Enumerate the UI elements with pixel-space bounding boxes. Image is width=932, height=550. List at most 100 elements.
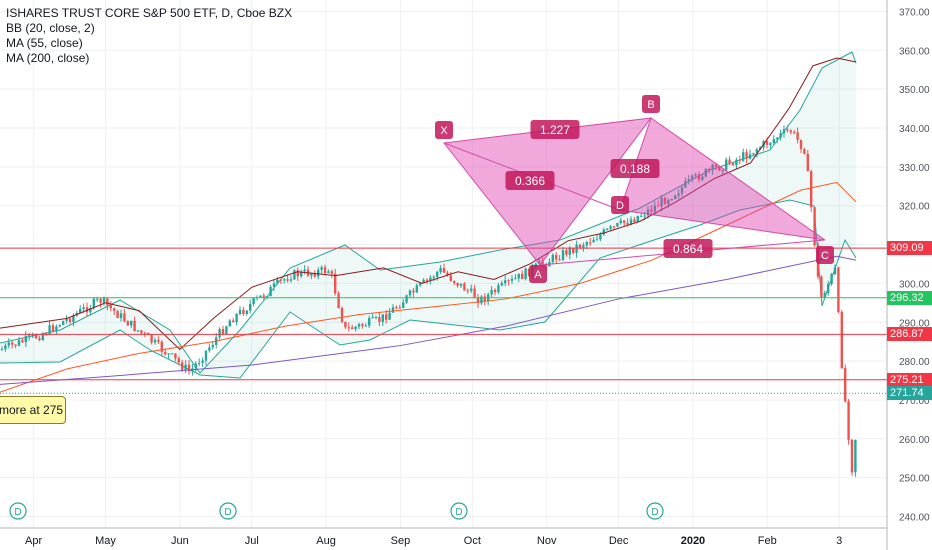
candle-body (283, 279, 286, 281)
candle-body (351, 327, 354, 330)
candle-body (218, 329, 221, 338)
candle-body (116, 311, 119, 319)
candle-body (731, 163, 735, 166)
xabcd-pattern[interactable]: X A B C D 1.227 0.366 0.188 0.864 (435, 95, 834, 283)
price-tag: 275.21 (887, 372, 932, 387)
bb-indicator-label[interactable]: BB (20, close, 2) (6, 21, 95, 35)
dividend-icon (219, 502, 237, 520)
candle-body (130, 320, 133, 326)
pattern-ratio-label: 0.864 (673, 242, 703, 256)
candle-body (708, 168, 711, 171)
candle-body (225, 326, 228, 335)
candle-body (126, 321, 129, 326)
pattern-ratio-box (530, 120, 580, 139)
candle-body (395, 307, 398, 309)
candle-body (79, 308, 82, 314)
candle-body (738, 159, 741, 161)
candle-body (300, 271, 303, 277)
candle-body (310, 273, 313, 276)
pattern-ratio-label: 0.366 (515, 174, 545, 188)
candle-body (796, 132, 799, 140)
candle-body (439, 268, 442, 272)
dividend-icon (450, 502, 468, 520)
candle-body (674, 195, 677, 199)
chart-legend: ISHARES TRUST CORE S&P 500 ETF, D, Cboe … (6, 6, 292, 66)
candle-body (483, 296, 486, 302)
candle-body (113, 308, 116, 312)
candle-body (691, 175, 694, 180)
candle-body (480, 296, 483, 304)
candle-body (4, 345, 7, 350)
candle-body (742, 152, 745, 161)
candle-body (592, 240, 595, 243)
candle-body (555, 254, 558, 260)
band-fill (0, 52, 856, 378)
candle-body (415, 285, 418, 293)
candle-body (140, 330, 143, 334)
pattern-point-label: C (821, 250, 829, 262)
candle-body (449, 275, 452, 281)
candle-body (340, 308, 344, 322)
candle-body (493, 289, 497, 293)
candle-body (833, 267, 837, 275)
candle-body (303, 269, 306, 272)
candle-body (160, 341, 163, 352)
candle-body (697, 174, 701, 180)
x-tick-label: Jun (171, 535, 189, 547)
candle-body (456, 282, 459, 286)
ma55-indicator-label[interactable]: MA (55, close) (6, 36, 83, 50)
candle-body (670, 198, 673, 200)
candle-body (585, 242, 588, 246)
candle-body (235, 313, 238, 323)
candle-body (633, 219, 636, 222)
candle-body (609, 226, 612, 229)
y-tick-label: 270.00 (899, 396, 930, 407)
candle-body (323, 267, 327, 274)
candle-body (714, 164, 718, 167)
ma200-indicator-label[interactable]: MA (200, close) (6, 51, 90, 65)
candle-body (626, 223, 629, 225)
price-tag: 271.74 (887, 386, 932, 401)
candle-body (204, 350, 208, 361)
candle-body (28, 335, 31, 337)
candle-body (24, 335, 27, 343)
candle-body (34, 334, 38, 339)
candle-body (17, 340, 21, 346)
candle-body (646, 209, 650, 216)
candle-body (242, 309, 245, 315)
moving-averages (0, 57, 857, 393)
callout-note[interactable]: more at 275 (0, 396, 66, 424)
y-tick-label: 280.00 (899, 357, 930, 368)
candle-body (238, 309, 242, 314)
pattern-ratio-box (610, 159, 660, 178)
candle-body (663, 197, 667, 205)
x-tick-label: Jul (245, 535, 259, 547)
pattern-point-box (529, 265, 547, 283)
candle-body (476, 297, 480, 304)
candle-body (578, 244, 582, 248)
x-tick-label: 3 (836, 535, 842, 547)
candle-body (429, 277, 432, 280)
candle-body (385, 314, 388, 320)
candle-body (687, 179, 690, 182)
candle-body (453, 280, 456, 283)
candle-body (640, 215, 643, 217)
candle-body (85, 307, 89, 313)
y-tick-label: 350.00 (899, 85, 930, 96)
candle-body (425, 279, 429, 281)
candle-body (436, 271, 439, 277)
candle-body (806, 153, 809, 172)
y-tick-label: 300.00 (899, 279, 930, 290)
candle-body (0, 349, 4, 351)
x-tick-label: May (95, 535, 116, 547)
candle-body (21, 340, 24, 343)
ma-line (0, 181, 857, 393)
candle-body (718, 166, 721, 171)
pattern-point-box (611, 196, 629, 214)
y-tick-label: 260.00 (899, 435, 930, 446)
candle-body (119, 313, 123, 319)
candle-body (194, 363, 197, 369)
candle-body (405, 295, 408, 303)
